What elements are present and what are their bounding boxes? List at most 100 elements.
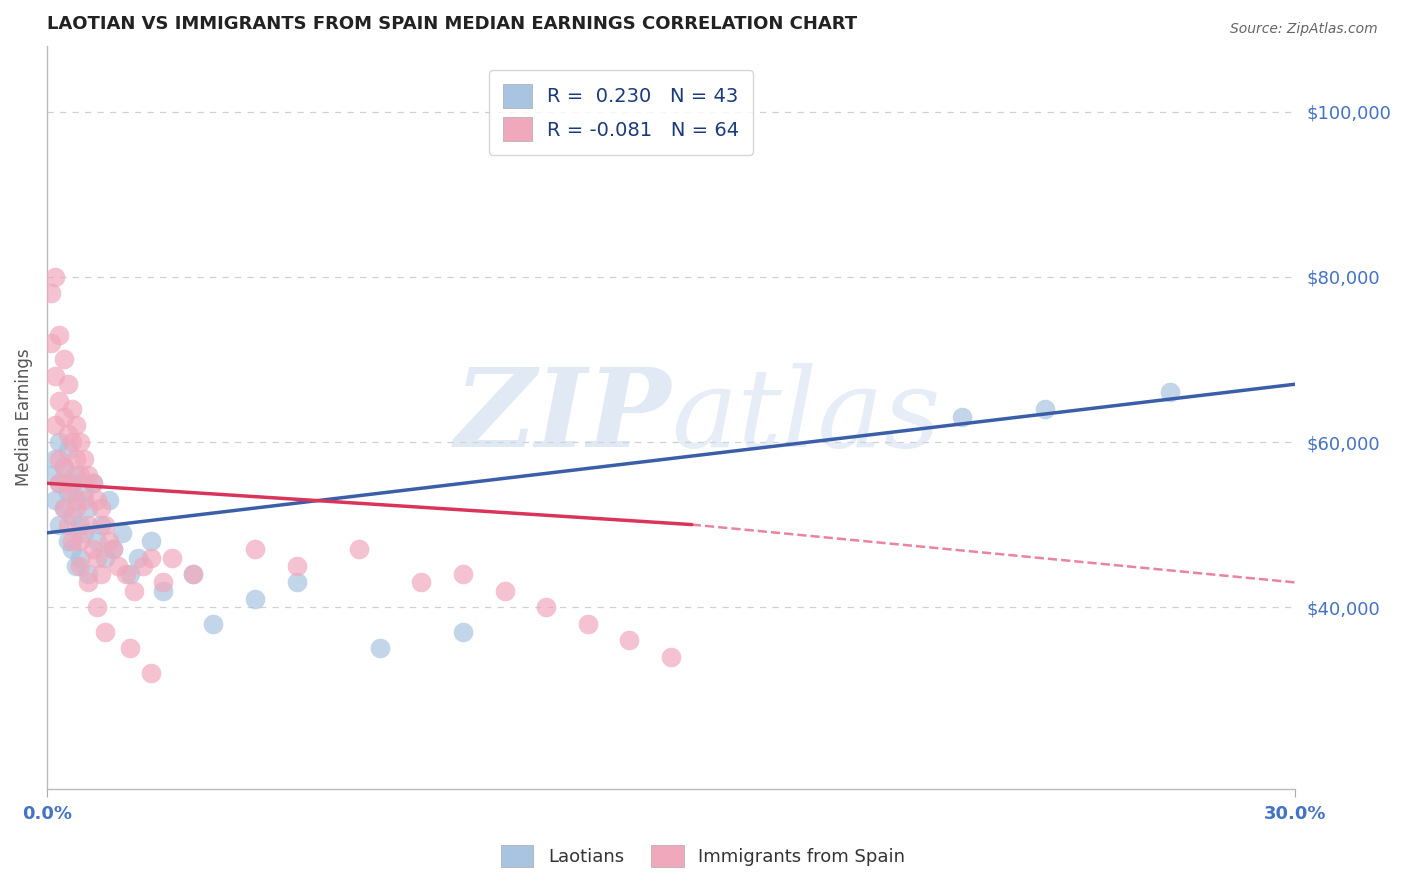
Point: [122, 583, 145, 598]
Point: [60, 402, 83, 417]
Point: [950, 410, 973, 425]
Point: [181, 567, 204, 582]
Point: [160, 550, 183, 565]
Point: [285, 575, 308, 590]
Point: [44, 368, 66, 383]
Point: [411, 575, 433, 590]
Point: [103, 542, 125, 557]
Point: [139, 666, 162, 681]
Point: [56, 443, 79, 458]
Point: [52, 501, 75, 516]
Point: [44, 492, 66, 507]
Point: [451, 567, 474, 582]
Point: [94, 550, 117, 565]
Point: [48, 476, 70, 491]
Text: LAOTIAN VS IMMIGRANTS FROM SPAIN MEDIAN EARNINGS CORRELATION CHART: LAOTIAN VS IMMIGRANTS FROM SPAIN MEDIAN …: [46, 15, 858, 33]
Point: [152, 583, 174, 598]
Point: [127, 550, 149, 565]
Point: [48, 327, 70, 342]
Legend: Laotians, Immigrants from Spain: Laotians, Immigrants from Spain: [494, 838, 912, 874]
Point: [285, 558, 308, 573]
Legend: R =  0.230   N = 43, R = -0.081   N = 64: R = 0.230 N = 43, R = -0.081 N = 64: [489, 70, 754, 154]
Point: [60, 484, 83, 499]
Point: [94, 624, 117, 639]
Point: [39, 286, 62, 301]
Point: [69, 534, 91, 549]
Point: [534, 600, 557, 615]
Point: [65, 418, 87, 433]
Point: [48, 517, 70, 532]
Point: [73, 525, 96, 540]
Point: [82, 476, 104, 491]
Point: [69, 550, 91, 565]
Text: Source: ZipAtlas.com: Source: ZipAtlas.com: [1230, 22, 1378, 37]
Point: [98, 534, 121, 549]
Point: [368, 641, 391, 656]
Point: [107, 558, 129, 573]
Point: [86, 550, 108, 565]
Point: [86, 600, 108, 615]
Point: [111, 525, 134, 540]
Point: [494, 583, 516, 598]
Point: [347, 542, 370, 557]
Point: [60, 476, 83, 491]
Point: [69, 435, 91, 450]
Point: [52, 459, 75, 474]
Point: [90, 501, 112, 516]
Point: [86, 492, 108, 507]
Point: [56, 476, 79, 491]
Point: [65, 492, 87, 507]
Point: [82, 542, 104, 557]
Point: [619, 633, 641, 648]
Text: atlas: atlas: [671, 364, 941, 471]
Point: [1159, 385, 1181, 400]
Point: [44, 451, 66, 466]
Point: [52, 352, 75, 367]
Point: [94, 517, 117, 532]
Point: [56, 534, 79, 549]
Point: [69, 468, 91, 483]
Point: [139, 550, 162, 565]
Point: [60, 534, 83, 549]
Point: [77, 517, 100, 532]
Point: [139, 534, 162, 549]
Point: [73, 484, 96, 499]
Point: [56, 484, 79, 499]
Point: [90, 567, 112, 582]
Point: [65, 501, 87, 516]
Point: [120, 567, 142, 582]
Point: [73, 451, 96, 466]
Point: [52, 501, 75, 516]
Point: [181, 567, 204, 582]
Point: [65, 468, 87, 483]
Point: [77, 468, 100, 483]
Point: [77, 575, 100, 590]
Point: [243, 591, 266, 606]
Point: [90, 517, 112, 532]
Point: [659, 649, 682, 664]
Point: [77, 501, 100, 516]
Point: [103, 542, 125, 557]
Point: [56, 517, 79, 532]
Point: [1035, 402, 1057, 417]
Point: [44, 269, 66, 284]
Point: [60, 435, 83, 450]
Point: [60, 509, 83, 524]
Point: [115, 567, 138, 582]
Point: [48, 435, 70, 450]
Point: [576, 616, 599, 631]
Point: [243, 542, 266, 557]
Point: [77, 567, 100, 582]
Point: [48, 393, 70, 408]
Point: [44, 418, 66, 433]
Point: [39, 468, 62, 483]
Point: [82, 476, 104, 491]
Point: [69, 517, 91, 532]
Point: [52, 410, 75, 425]
Point: [451, 624, 474, 639]
Point: [56, 426, 79, 441]
Point: [65, 558, 87, 573]
Point: [120, 641, 142, 656]
Point: [98, 492, 121, 507]
Point: [60, 542, 83, 557]
